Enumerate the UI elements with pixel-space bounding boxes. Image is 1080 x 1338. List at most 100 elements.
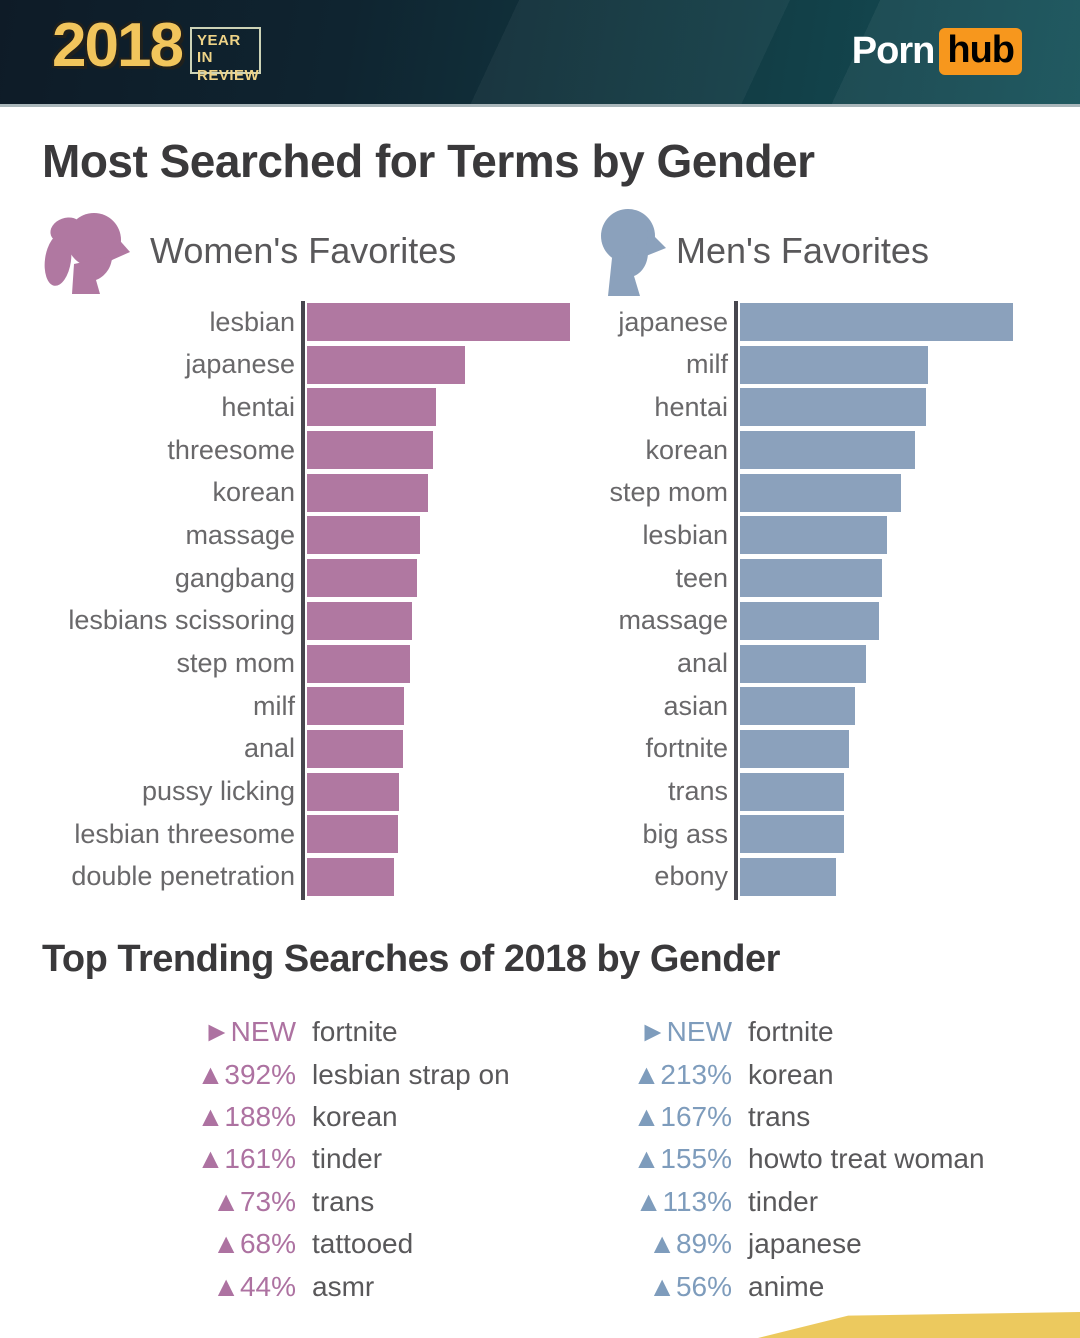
chart-row: step mom xyxy=(42,644,582,683)
bar xyxy=(307,729,403,768)
bar-label: threesome xyxy=(167,434,295,465)
bar-label: pussy licking xyxy=(141,776,295,807)
man-profile-icon xyxy=(601,209,666,296)
trend-change: ▲213% xyxy=(632,1058,732,1090)
bar-label: lesbians scissoring xyxy=(68,605,295,636)
trend-row: ▲73% trans xyxy=(42,1181,472,1223)
chart-row: korean xyxy=(475,431,1080,470)
bar xyxy=(307,516,421,555)
chart-row: milf xyxy=(42,687,582,726)
chart-row: japanese xyxy=(475,303,1080,341)
trend-term: fortnite xyxy=(748,1016,834,1048)
women-favorites-chart: lesbian japanese hentai threesome korean mass… xyxy=(42,301,582,900)
chart-row: lesbian xyxy=(475,516,1080,555)
bar-label: lesbian threesome xyxy=(74,818,295,849)
bar xyxy=(740,729,850,768)
bar-label: anal xyxy=(676,648,728,678)
trend-row: ▲161% tinder xyxy=(42,1138,472,1180)
trend-change: ▲56% xyxy=(648,1270,732,1302)
bar-label: double penetration xyxy=(71,861,295,892)
chart-row: lesbian xyxy=(42,303,582,341)
bar xyxy=(307,303,570,341)
gold-ribbon-decoration xyxy=(758,1312,1080,1338)
chart-row: hentai xyxy=(42,388,582,427)
trend-row: ▲56% anime xyxy=(478,1265,1078,1307)
bar-label: milf xyxy=(253,690,295,721)
bar xyxy=(740,345,929,384)
trend-change: ▲188% xyxy=(196,1100,296,1132)
bar xyxy=(307,559,418,598)
trend-change: ▲161% xyxy=(196,1143,296,1175)
chart-row: ebony xyxy=(475,857,1080,896)
badge-line-1: YEAR IN xyxy=(197,32,241,67)
bar-label: teen xyxy=(675,562,728,593)
trend-change: ▲89% xyxy=(648,1228,732,1260)
bar-label: korean xyxy=(212,477,295,508)
trend-term: asmr xyxy=(312,1270,375,1302)
bar-label: ebony xyxy=(654,861,728,892)
chart-row: massage xyxy=(42,516,582,555)
chart-row: asian xyxy=(475,687,1080,726)
trend-row: ▲392% lesbian strap on xyxy=(42,1053,510,1095)
bar-label: asian xyxy=(663,690,728,721)
women-favorites-label: Women's Favorites xyxy=(150,230,457,271)
year-label: 2018 xyxy=(52,11,184,80)
chart-row: pussy licking xyxy=(42,772,582,811)
year-in-review-badge: YEAR IN REVIEW xyxy=(190,27,261,84)
trend-row: ▲188% korean xyxy=(42,1096,472,1138)
bar-label: hentai xyxy=(654,391,728,422)
trend-change: ▲392% xyxy=(196,1058,296,1090)
chart-row: anal xyxy=(42,729,582,768)
trend-change: ▲68% xyxy=(212,1228,296,1260)
trend-term: anime xyxy=(748,1270,825,1302)
men-trending-list: ►NEW fortnite ▲213% korean ▲167% trans ▲155% ho… xyxy=(478,1011,1078,1308)
bar-label: hentai xyxy=(221,391,295,422)
trend-change: ▲113% xyxy=(634,1185,732,1217)
men-chart-axis xyxy=(734,301,738,900)
bar-label: milf xyxy=(686,349,728,380)
trend-change: ▲167% xyxy=(632,1100,732,1132)
bar xyxy=(740,559,882,598)
trend-term: trans xyxy=(312,1185,375,1217)
bar xyxy=(307,857,394,896)
trend-term: trans xyxy=(748,1100,811,1132)
bar xyxy=(740,815,844,854)
bar-label: fortnite xyxy=(645,733,728,764)
bar-label: massage xyxy=(618,605,728,636)
trend-change: ▲155% xyxy=(632,1143,732,1175)
section-title-most-searched: Most Searched for Terms by Gender xyxy=(42,135,815,187)
bar xyxy=(740,601,880,640)
section-title-top-trending: Top Trending Searches of 2018 by Gender xyxy=(42,938,780,980)
bar xyxy=(740,303,1013,341)
bar xyxy=(740,388,926,427)
trend-row: ▲155% howto treat woman xyxy=(478,1138,1078,1180)
chart-row: fortnite xyxy=(475,729,1080,768)
trend-term: korean xyxy=(312,1100,398,1132)
woman-profile-icon xyxy=(44,213,130,294)
trend-term: japanese xyxy=(748,1228,862,1260)
trend-row: ▲113% tinder xyxy=(478,1181,1078,1223)
trend-term: tattooed xyxy=(312,1228,414,1260)
bar xyxy=(307,687,405,726)
bar-label: japanese xyxy=(618,306,728,337)
bar-label: japanese xyxy=(185,349,295,380)
chart-row: gangbang xyxy=(42,559,582,598)
trend-term: howto treat woman xyxy=(748,1143,985,1175)
bar xyxy=(307,431,434,470)
chart-row: hentai xyxy=(475,388,1080,427)
bar xyxy=(307,345,465,384)
bar-label: step mom xyxy=(609,477,728,508)
chart-row: lesbian threesome xyxy=(42,815,582,854)
bar-label: trans xyxy=(667,776,728,807)
bar xyxy=(740,857,836,896)
chart-row: threesome xyxy=(42,431,582,470)
chart-row: trans xyxy=(475,772,1080,811)
trend-term: tinder xyxy=(748,1185,819,1217)
bar xyxy=(740,516,888,555)
badge-line-2: REVIEW xyxy=(197,66,260,84)
chart-row: korean xyxy=(42,473,582,512)
bar xyxy=(307,772,400,811)
trend-row: ▲89% japanese xyxy=(478,1223,1078,1265)
chart-row: big ass xyxy=(475,815,1080,854)
